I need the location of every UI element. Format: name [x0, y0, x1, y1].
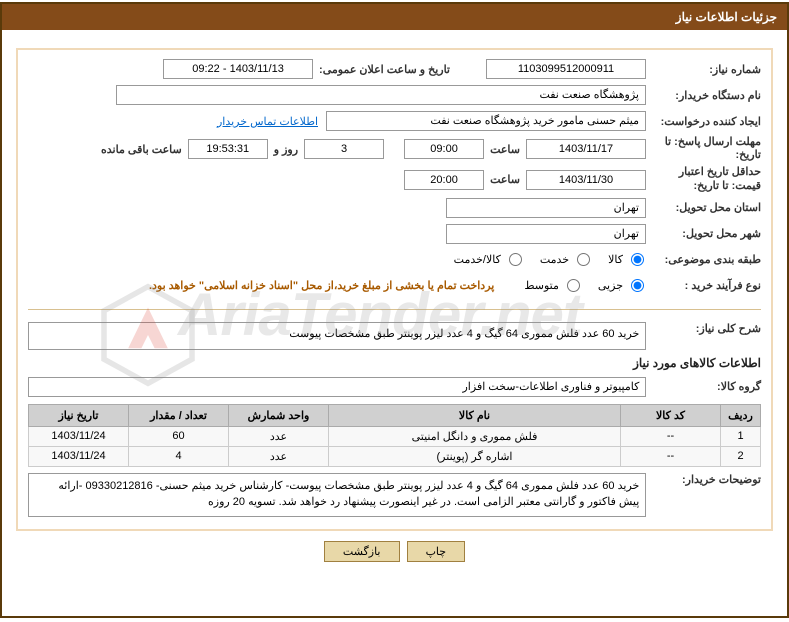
reply-countdown: 19:53:31	[188, 139, 268, 159]
delivery-province-label: استان محل تحویل:	[646, 201, 761, 214]
delivery-province-value: تهران	[446, 198, 646, 218]
cell-0-1: --	[621, 426, 721, 446]
payment-note: پرداخت تمام یا بخشی از مبلغ خرید،از محل …	[149, 279, 510, 292]
reply-days-label: روز و	[268, 143, 304, 156]
validity-time: 20:00	[404, 170, 484, 190]
group-value: کامپیوتر و فناوری اطلاعات-سخت افزار	[28, 377, 646, 397]
divider-1	[28, 309, 761, 310]
validity-date: 1403/11/30	[526, 170, 646, 190]
cell-1-1: --	[621, 446, 721, 466]
table-row: 2--اشاره گر (پوینتر)عدد41403/11/24	[29, 446, 761, 466]
items-col-0: ردیف	[721, 404, 761, 426]
category-opt-2: کالا/خدمت	[440, 253, 505, 266]
reply-deadline-label: مهلت ارسال پاسخ: تا تاریخ:	[646, 136, 761, 162]
items-col-4: تعداد / مقدار	[129, 404, 229, 426]
back-button[interactable]: بازگشت	[324, 541, 400, 562]
reply-time-label: ساعت	[484, 143, 526, 156]
items-info-title: اطلاعات کالاهای مورد نیاز	[28, 356, 761, 370]
cell-0-4: 60	[129, 426, 229, 446]
reply-remain-label: ساعت باقی مانده	[95, 143, 188, 156]
validity-time-label: ساعت	[484, 173, 526, 186]
process-type-label: نوع فرآیند خرید :	[646, 279, 761, 292]
category-radio-both[interactable]	[509, 253, 522, 266]
items-col-3: واحد شمارش	[229, 404, 329, 426]
process-radio-minor[interactable]	[631, 279, 644, 292]
items-col-5: تاریخ نیاز	[29, 404, 129, 426]
overall-desc-value: خرید 60 عدد فلش مموری 64 گیگ و 4 عدد لیز…	[28, 322, 646, 350]
requester-label: ایجاد کننده درخواست:	[646, 115, 761, 128]
delivery-city-label: شهر محل تحویل:	[646, 227, 761, 240]
items-col-2: نام کالا	[329, 404, 621, 426]
cell-1-3: عدد	[229, 446, 329, 466]
items-col-1: کد کالا	[621, 404, 721, 426]
cell-1-4: 4	[129, 446, 229, 466]
reply-days: 3	[304, 139, 384, 159]
cell-0-2: فلش مموری و دانگل امنیتی	[329, 426, 621, 446]
category-label: طبقه بندی موضوعی:	[646, 253, 761, 266]
table-row: 1--فلش مموری و دانگل امنیتیعدد601403/11/…	[29, 426, 761, 446]
validity-label: حداقل تاریخ اعتبار قیمت: تا تاریخ:	[646, 166, 761, 192]
requirement-no-label: شماره نیاز:	[646, 63, 761, 76]
cell-0-5: 1403/11/24	[29, 426, 129, 446]
delivery-city-value: تهران	[446, 224, 646, 244]
buyer-org-value: پژوهشگاه صنعت نفت	[116, 85, 646, 105]
requirement-no-value: 1103099512000911	[486, 59, 646, 79]
group-label: گروه کالا:	[646, 380, 761, 393]
announce-dt-label: تاریخ و ساعت اعلان عمومی:	[313, 63, 456, 76]
print-button[interactable]: چاپ	[407, 541, 466, 562]
category-radio-goods[interactable]	[631, 253, 644, 266]
announce-dt-value: 1403/11/13 - 09:22	[163, 59, 313, 79]
process-opt-1: متوسط	[510, 279, 563, 292]
buyer-desc-value: خرید 60 عدد فلش مموری 64 گیگ و 4 عدد لیز…	[28, 473, 646, 517]
process-radio-medium[interactable]	[567, 279, 580, 292]
buyer-desc-label: توضیحات خریدار:	[646, 473, 761, 486]
reply-deadline-time: 09:00	[404, 139, 484, 159]
items-table: ردیفکد کالانام کالاواحد شمارشتعداد / مقد…	[28, 404, 761, 467]
buyer-org-label: نام دستگاه خریدار:	[646, 89, 761, 102]
category-radio-group: کالا خدمت کالا/خدمت	[440, 253, 646, 266]
buyer-contact-link[interactable]: اطلاعات تماس خریدار	[217, 115, 326, 128]
category-opt-0: کالا	[594, 253, 627, 266]
cell-1-5: 1403/11/24	[29, 446, 129, 466]
cell-1-2: اشاره گر (پوینتر)	[329, 446, 621, 466]
category-radio-service[interactable]	[577, 253, 590, 266]
process-radio-group: جزیی متوسط	[510, 279, 646, 292]
page-header: جزئیات اطلاعات نیاز	[2, 4, 787, 30]
cell-1-0: 2	[721, 446, 761, 466]
button-row: چاپ بازگشت	[2, 541, 787, 562]
requester-value: میثم حسنی مامور خرید پژوهشگاه صنعت نفت	[326, 111, 646, 131]
overall-desc-label: شرح کلی نیاز:	[646, 322, 761, 335]
cell-0-0: 1	[721, 426, 761, 446]
reply-deadline-date: 1403/11/17	[526, 139, 646, 159]
details-panel: AriaTender.net شماره نیاز: 1103099512000…	[16, 48, 773, 531]
cell-0-3: عدد	[229, 426, 329, 446]
category-opt-1: خدمت	[526, 253, 573, 266]
process-opt-0: جزیی	[584, 279, 627, 292]
